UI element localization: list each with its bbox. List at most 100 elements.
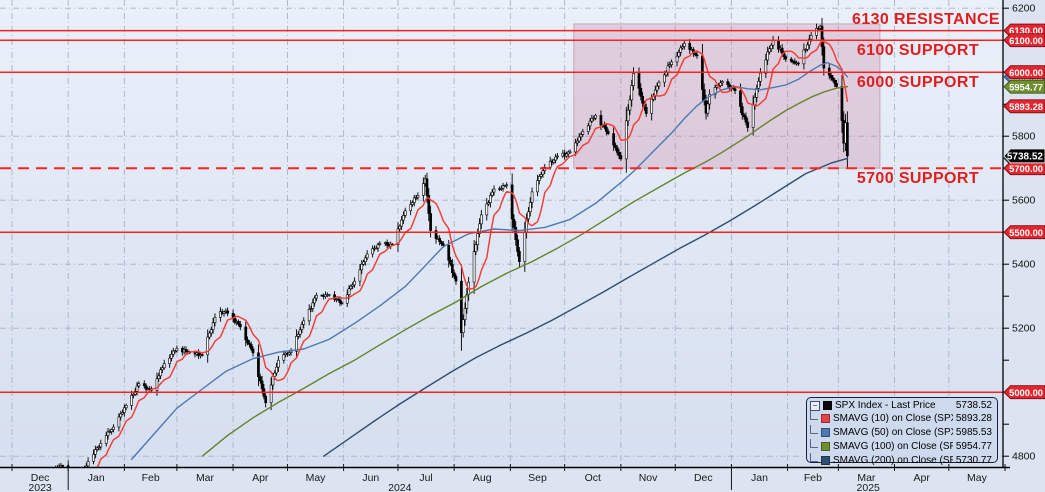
- candle-up: [161, 367, 164, 371]
- smavg100-line: [201, 86, 849, 457]
- legend-tree-stub: [810, 439, 818, 448]
- candle-down: [840, 86, 844, 121]
- candle-down: [385, 242, 389, 246]
- candle-down: [336, 298, 340, 301]
- badge-value: 5000.00: [1009, 387, 1043, 398]
- legend-collapse-icon[interactable]: −: [810, 400, 820, 411]
- candle-up: [655, 85, 659, 91]
- badge-value: 6130.00: [1009, 25, 1043, 36]
- candle-down: [695, 54, 699, 57]
- candle-up: [269, 384, 273, 404]
- candle-down: [693, 52, 697, 56]
- candle-up: [327, 294, 331, 296]
- badge-value: 5500.00: [1009, 227, 1043, 238]
- candle-down: [726, 81, 730, 86]
- candle-up: [311, 302, 315, 309]
- candle-down: [516, 239, 519, 252]
- candle-down: [641, 96, 644, 104]
- legend-row-smavg100: SMAVG (100) on Close (SPX) 5954.77: [810, 439, 992, 453]
- legend-label: SMAVG (100) on Close (SPX): [833, 440, 953, 452]
- candle-up: [349, 285, 353, 289]
- candle-down: [619, 155, 623, 160]
- candle-up: [97, 446, 101, 449]
- candle-down: [599, 115, 603, 126]
- candle-up: [713, 87, 717, 95]
- candle-down: [829, 74, 833, 78]
- candle-up: [119, 413, 123, 418]
- candle-up: [104, 435, 108, 444]
- legend-swatch-smavg100: [821, 441, 830, 451]
- candle-down: [639, 87, 643, 97]
- candle-up: [345, 294, 349, 304]
- candle-down: [248, 342, 251, 345]
- badge-value: 6000.00: [1009, 67, 1043, 78]
- candle-up: [219, 311, 222, 318]
- candle-down: [226, 310, 229, 314]
- candle-up: [568, 151, 572, 154]
- candle-up: [374, 247, 378, 250]
- candle-down: [249, 344, 253, 350]
- plot-layer: [54, 17, 849, 468]
- year-label: 2025: [857, 482, 881, 492]
- legend-row-smavg10: SMAVG (10) on Close (SPX) 5893.28: [810, 411, 992, 425]
- candle-up: [588, 120, 592, 127]
- legend-row-smavg200: SMAVG (200) on Close (SPX) 5730.77: [810, 453, 992, 467]
- y-tick-label: 5400: [1012, 259, 1036, 271]
- candle-up: [501, 185, 505, 189]
- badge-value: 6100.00: [1009, 35, 1043, 46]
- candle-up: [108, 431, 112, 433]
- candle-up: [211, 322, 215, 330]
- candle-up: [364, 257, 367, 263]
- badge-shape: [1003, 225, 1045, 240]
- candle-up: [474, 244, 478, 252]
- legend-swatch-smavg200: [821, 455, 830, 465]
- candle-up: [804, 49, 808, 51]
- candle-up: [668, 64, 672, 67]
- candle-down: [144, 385, 148, 390]
- month-label: Feb: [142, 472, 160, 484]
- candle-down: [510, 184, 514, 220]
- candle-up: [708, 93, 712, 105]
- candle-down: [450, 263, 454, 273]
- candle-up: [353, 280, 356, 286]
- month-label: May: [967, 472, 988, 484]
- candle-up: [499, 187, 503, 190]
- month-label: Jan: [88, 472, 105, 484]
- y-tick-label: 6200: [1012, 3, 1036, 15]
- candle-up: [720, 81, 724, 84]
- candle-up: [478, 223, 481, 234]
- candle-up: [409, 204, 413, 212]
- candle-up: [630, 85, 634, 101]
- candle-up: [681, 46, 684, 49]
- candle-up: [123, 407, 126, 413]
- candle-up: [628, 99, 632, 111]
- candle-down: [449, 260, 452, 265]
- candle-up: [295, 336, 298, 352]
- candle-up: [162, 363, 166, 369]
- month-label: May: [306, 472, 327, 484]
- candle-up: [289, 350, 293, 353]
- candle-up: [159, 369, 162, 377]
- candle-up: [657, 81, 661, 87]
- badge-value: 5893.28: [1009, 101, 1043, 112]
- legend-tree-stub: [810, 425, 818, 434]
- candle-up: [86, 461, 90, 467]
- legend-label: SMAVG (50) on Close (SPX): [833, 426, 953, 438]
- legend-tree-stub: [810, 411, 818, 420]
- candle-up: [112, 426, 115, 430]
- candle-up: [168, 357, 172, 365]
- candle-down: [817, 28, 820, 30]
- candle-down: [61, 465, 65, 467]
- candle-up: [537, 176, 541, 181]
- candle-up: [287, 352, 291, 355]
- candle-up: [807, 38, 811, 46]
- candle-up: [209, 329, 213, 334]
- candle-up: [479, 214, 483, 225]
- candle-up: [403, 210, 407, 216]
- candle-up: [528, 202, 532, 213]
- candle-up: [541, 170, 545, 175]
- candle-up: [706, 103, 710, 114]
- candle-down: [742, 114, 746, 117]
- candle-down: [739, 90, 742, 107]
